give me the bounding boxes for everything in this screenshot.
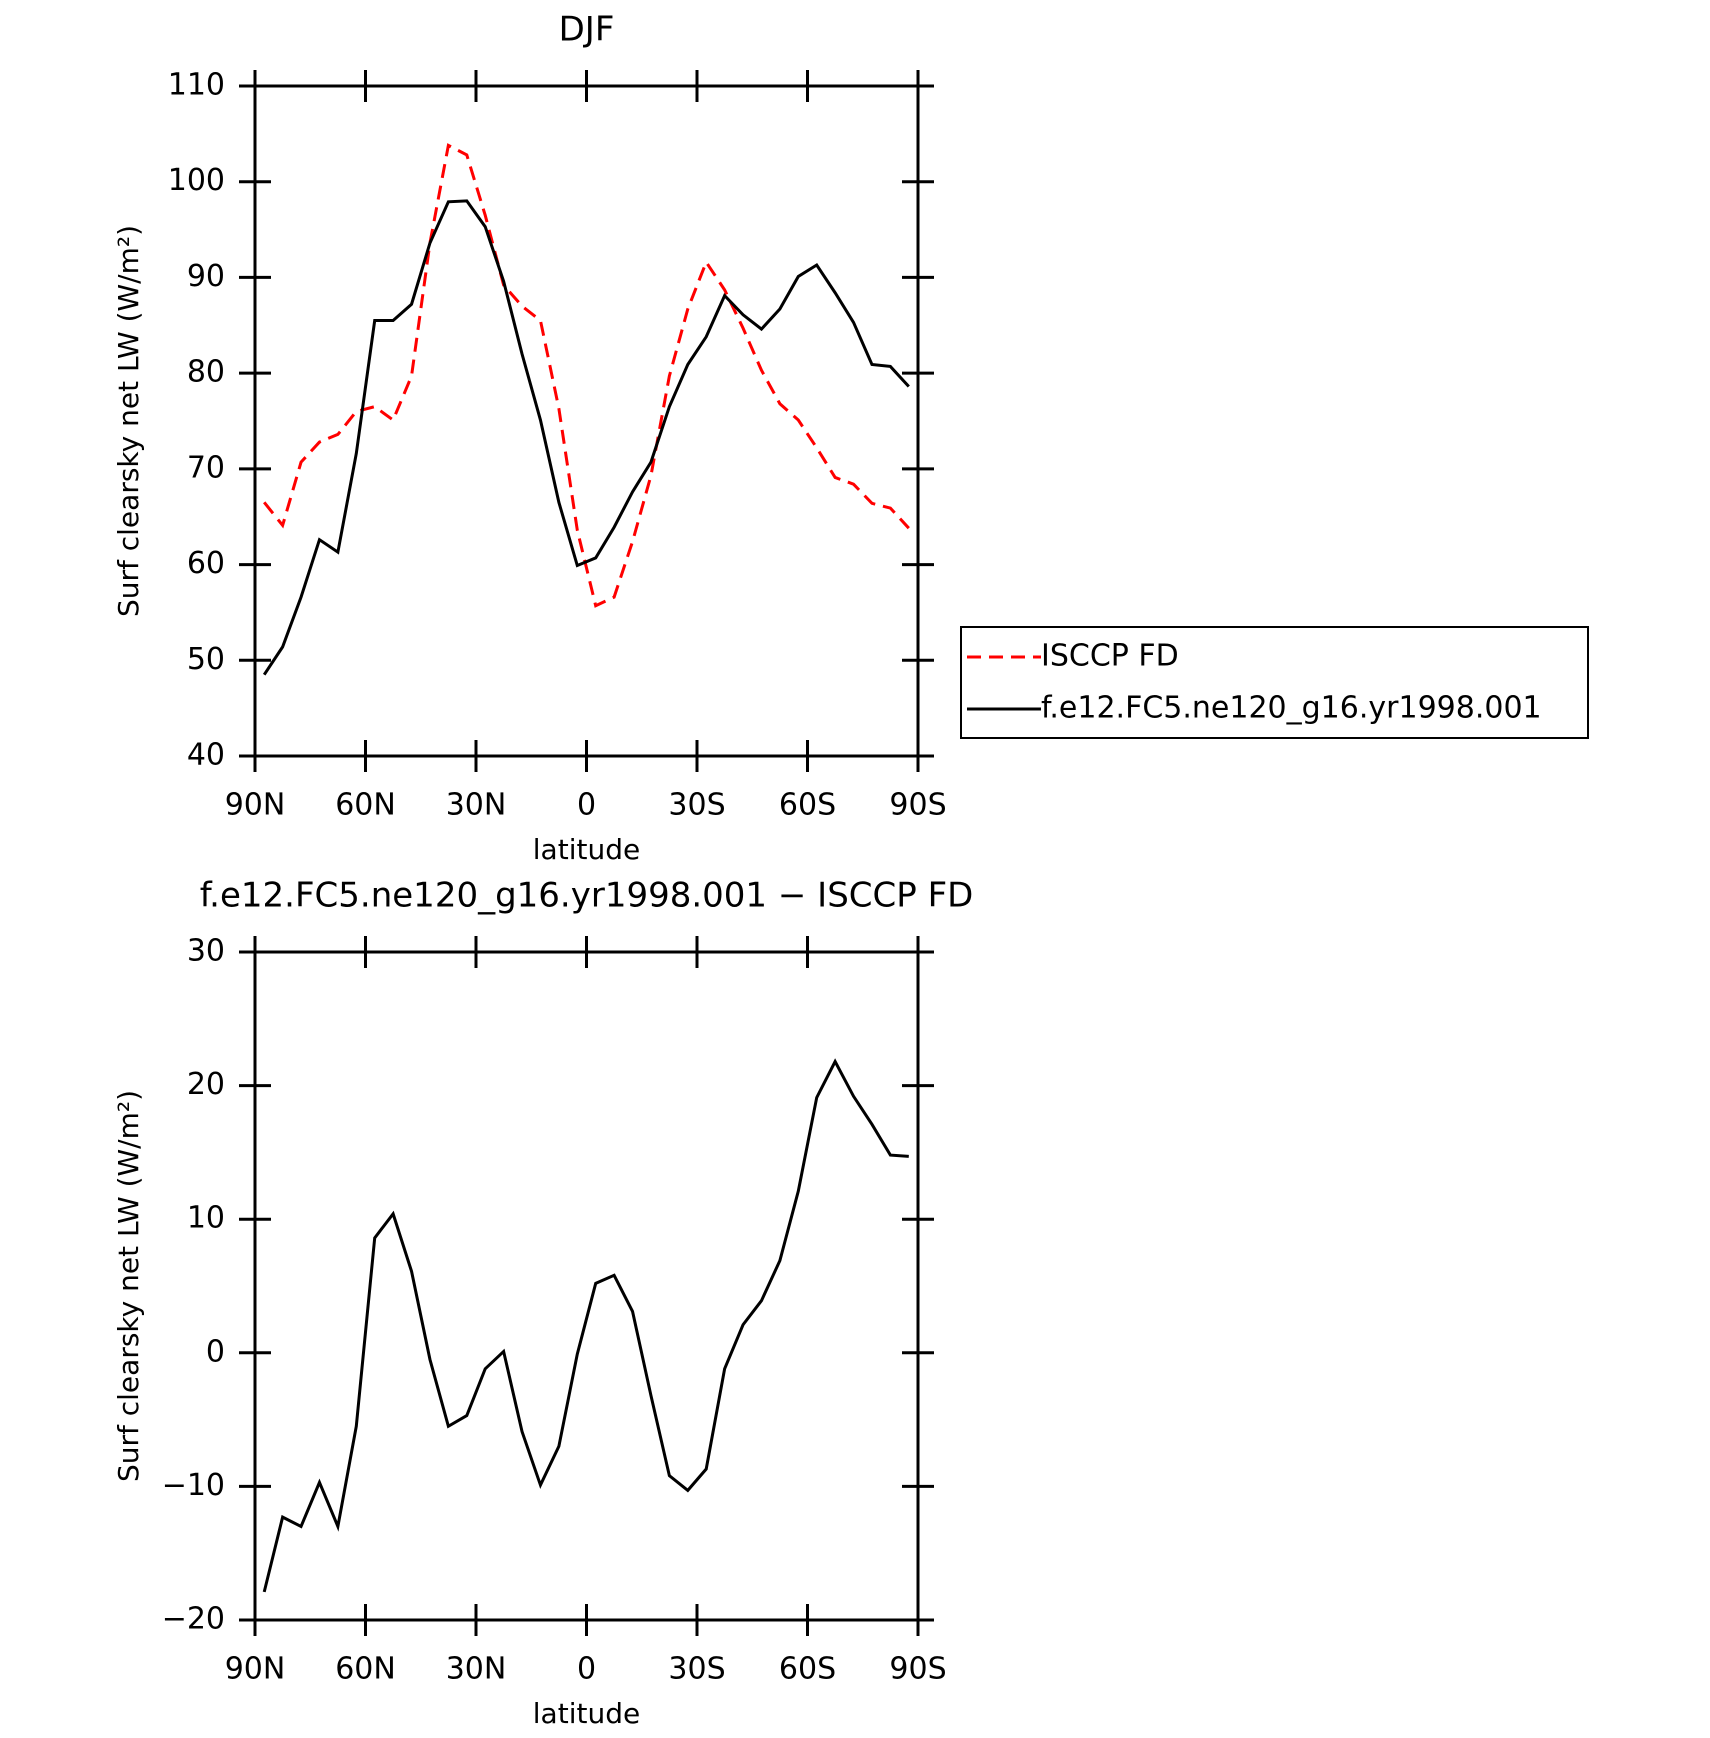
y-tick-label: 70: [187, 450, 225, 485]
x-tick-label: 60S: [779, 1652, 836, 1687]
x-tick-label: 30S: [668, 1652, 725, 1687]
y-tick-label: 80: [187, 355, 225, 390]
chart-title: DJF: [559, 10, 615, 50]
legend-box: [960, 626, 1589, 739]
x-tick-label: 30N: [446, 788, 507, 823]
y-tick-label: 60: [187, 546, 225, 581]
y-tick-label: 30: [187, 934, 225, 969]
y-tick-label: 10: [187, 1201, 225, 1236]
x-axis-label: latitude: [533, 833, 640, 866]
x-tick-label: 90S: [889, 1652, 946, 1687]
y-tick-label: 110: [168, 68, 225, 103]
plot-frame: [253, 84, 920, 758]
y-tick-label: 100: [168, 163, 225, 198]
x-tick-label: 60S: [779, 788, 836, 823]
y-tick-label: 50: [187, 642, 225, 677]
x-tick-label: 0: [577, 788, 596, 823]
x-tick-label: 60N: [335, 788, 396, 823]
x-axis-label: latitude: [533, 1697, 640, 1730]
y-tick-label: 40: [187, 738, 225, 773]
y-axis-label: Surf clearsky net LW (W/m²): [112, 1090, 145, 1482]
y-tick-label: −20: [162, 1602, 225, 1637]
x-tick-label: 30S: [668, 788, 725, 823]
legend-label: ISCCP FD: [1041, 639, 1179, 674]
y-tick-label: 0: [206, 1334, 225, 1369]
legend-label: f.e12.FC5.ne120_g16.yr1998.001: [1041, 691, 1542, 726]
x-tick-label: 30N: [446, 1652, 507, 1687]
data-line: [263, 143, 910, 608]
y-tick-label: 20: [187, 1067, 225, 1102]
x-tick-label: 60N: [335, 1652, 396, 1687]
chart-title: f.e12.FC5.ne120_g16.yr1998.001 − ISCCP F…: [200, 876, 974, 916]
x-tick-label: 90S: [889, 788, 946, 823]
y-axis-label: Surf clearsky net LW (W/m²): [112, 225, 145, 617]
x-tick-label: 90N: [225, 788, 286, 823]
x-tick-label: 90N: [225, 1652, 286, 1687]
data-line: [262, 199, 910, 676]
data-line: [262, 1058, 909, 1593]
y-tick-label: 90: [187, 259, 225, 294]
plot-frame: [253, 950, 920, 1622]
x-tick-label: 0: [577, 1652, 596, 1687]
y-tick-label: −10: [162, 1468, 225, 1503]
